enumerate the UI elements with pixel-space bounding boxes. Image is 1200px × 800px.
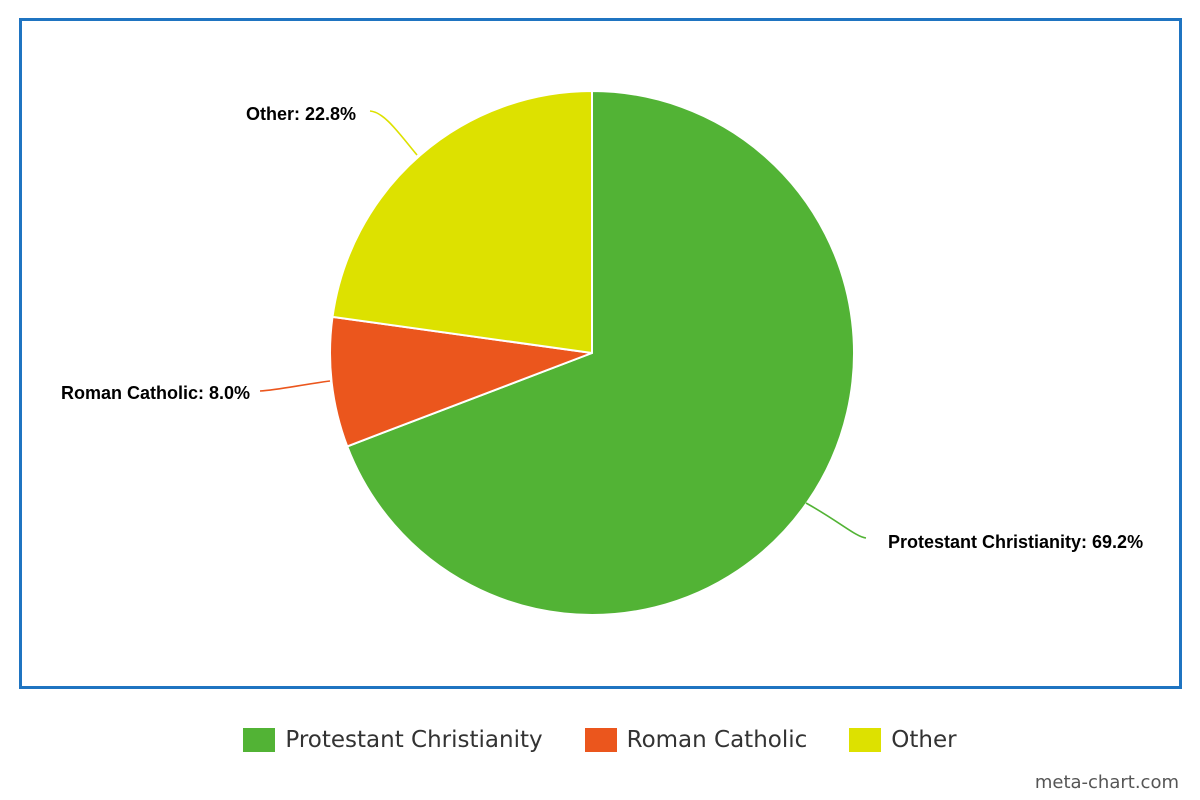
label-connector [259,380,331,392]
legend-swatch [243,728,276,752]
pie-slice-roman-catholic[interactable] [329,315,593,448]
legend: Protestant Christianity Roman Catholic O… [0,724,1200,756]
label-connector [805,502,867,539]
legend-item-roman-catholic[interactable]: Roman Catholic [584,727,808,753]
legend-swatch [849,728,882,752]
legend-label: Roman Catholic [626,727,808,753]
watermark: meta-chart.com [1034,772,1179,793]
legend-swatch [584,728,617,752]
slice-label: Other: 22.8% [246,104,356,124]
pie-slice-protestant-christianity[interactable] [346,90,855,616]
legend-label: Protestant Christianity [285,727,543,753]
label-connector [369,110,418,156]
legend-item-protestant-christianity[interactable]: Protestant Christianity [243,727,543,753]
slice-labels: Protestant Christianity: 69.2% Roman Cath… [61,104,1143,552]
label-connectors [259,110,867,539]
pie-slice-other[interactable] [331,90,593,354]
legend-label: Other [891,727,957,753]
slice-label: Protestant Christianity: 69.2% [888,532,1143,552]
pie-slices [329,90,855,616]
slice-label: Roman Catholic: 8.0% [61,383,250,403]
legend-item-other[interactable]: Other [849,727,957,753]
